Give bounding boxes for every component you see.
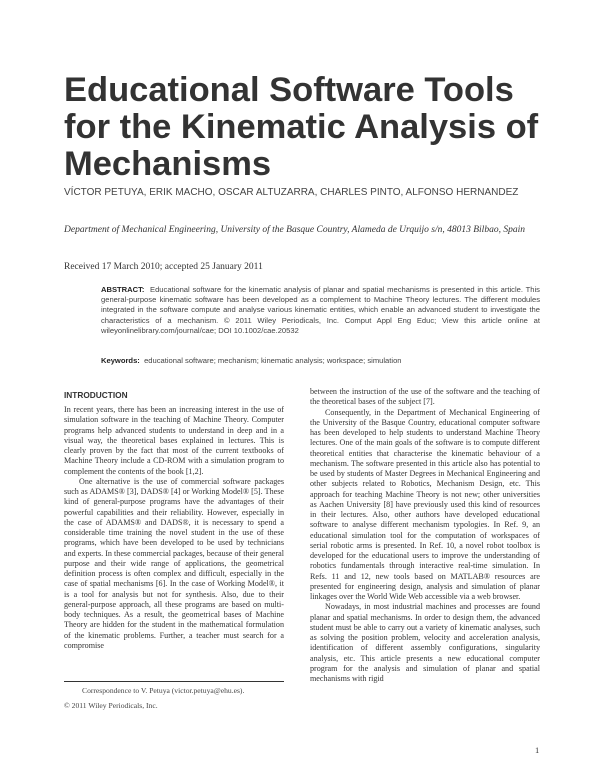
paragraph: One alternative is the use of commercial…	[64, 476, 284, 650]
keywords: Keywords: educational software; mechanis…	[101, 356, 402, 365]
right-column: between the instruction of the use of th…	[310, 387, 540, 684]
keywords-text: educational software; mechanism; kinemat…	[144, 356, 402, 365]
copyright-footnote: © 2011 Wiley Periodicals, Inc.	[64, 701, 158, 710]
paragraph: Nowadays, in most industrial machines an…	[310, 602, 540, 683]
abstract-label: ABSTRACT:	[101, 285, 145, 294]
abstract: ABSTRACT: Educational software for the k…	[101, 285, 540, 336]
affiliation: Department of Mechanical Engineering, Un…	[64, 225, 525, 235]
abstract-text: Educational software for the kinematic a…	[101, 285, 540, 335]
footnote-divider	[64, 681, 284, 682]
page-number: 1	[535, 745, 540, 755]
received-dates: Received 17 March 2010; accepted 25 Janu…	[64, 262, 263, 272]
left-column: In recent years, there has been an incre…	[64, 405, 284, 651]
paragraph: between the instruction of the use of th…	[310, 387, 540, 407]
paper-title: Educational Software Tools for the Kinem…	[64, 71, 539, 183]
authors: VÍCTOR PETUYA, ERIK MACHO, OSCAR ALTUZAR…	[64, 187, 519, 198]
keywords-label: Keywords:	[101, 356, 140, 365]
paragraph: Consequently, in the Department of Mecha…	[310, 407, 540, 602]
section-heading: INTRODUCTION	[64, 390, 128, 400]
paragraph: In recent years, there has been an incre…	[64, 405, 284, 476]
correspondence-footnote: Correspondence to V. Petuya (victor.petu…	[82, 686, 245, 695]
